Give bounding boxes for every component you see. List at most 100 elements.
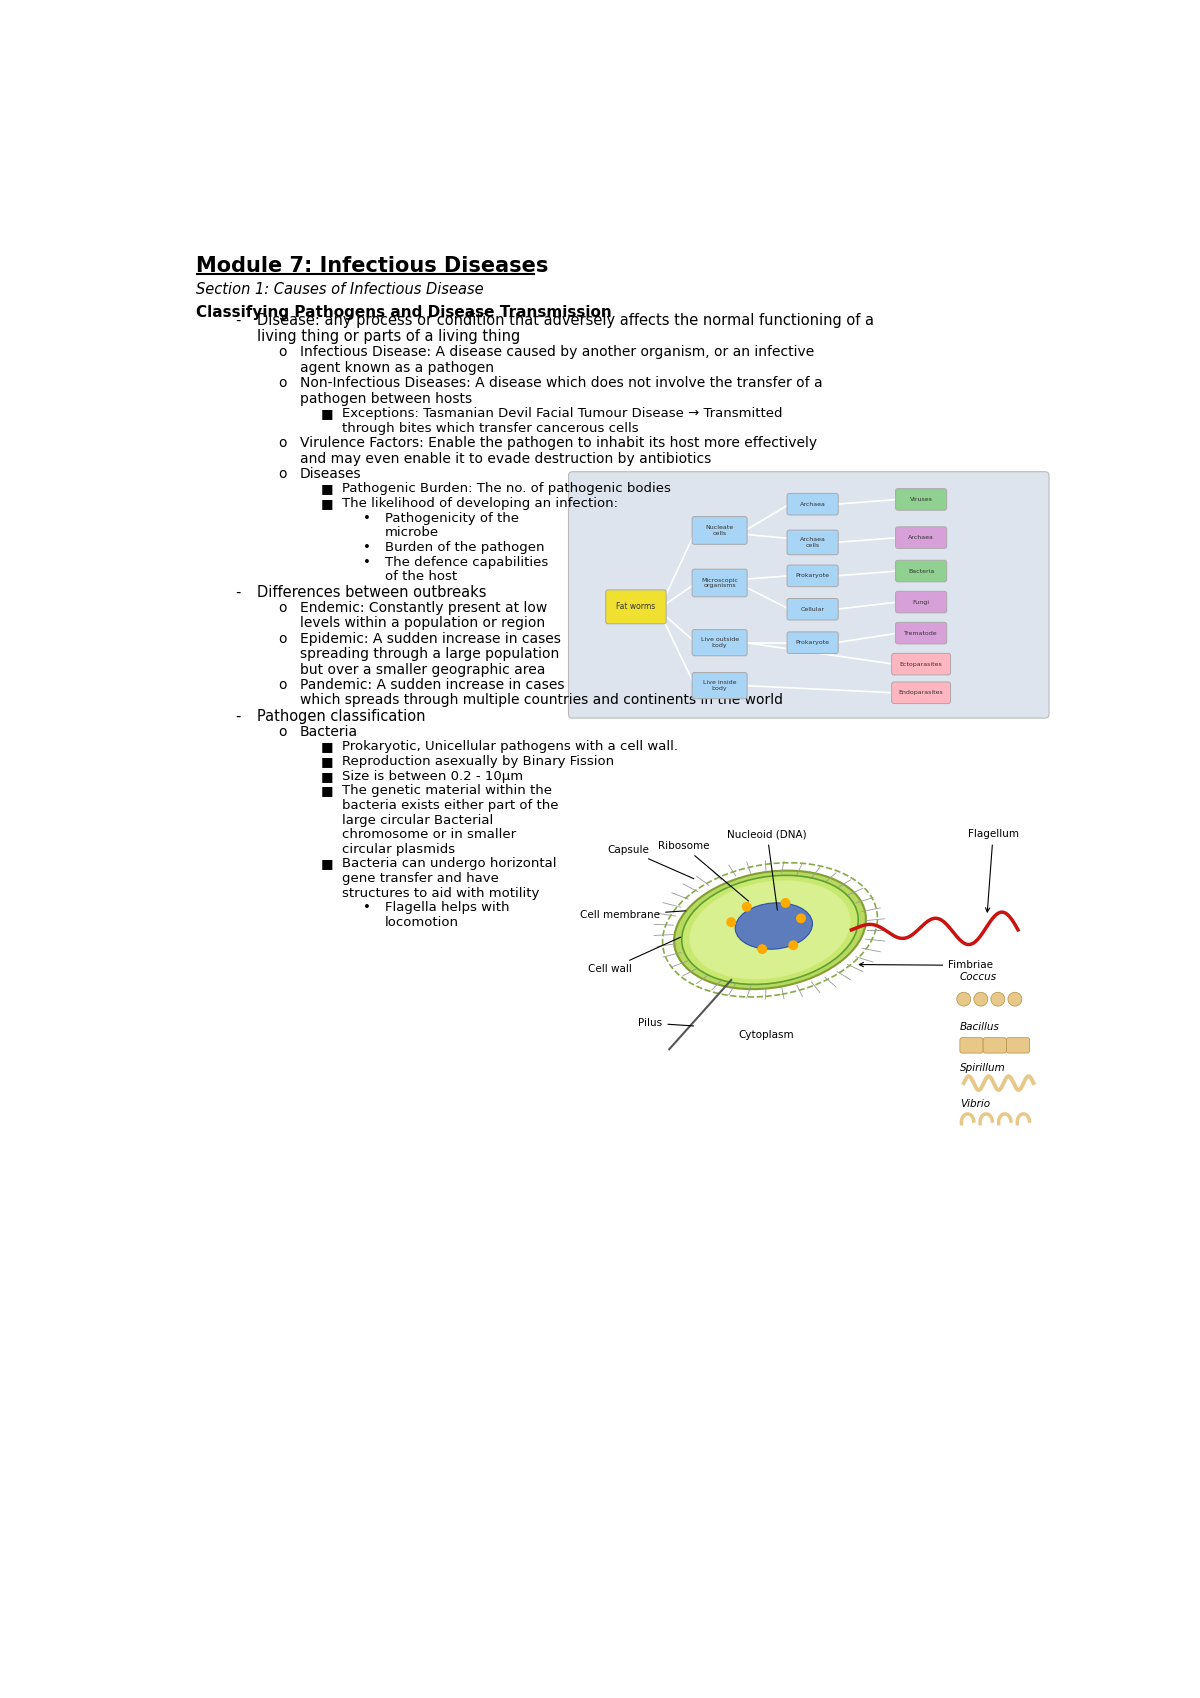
Text: Non-Infectious Diseases: A disease which does not involve the transfer of a: Non-Infectious Diseases: A disease which…: [300, 377, 822, 391]
Text: Fungi: Fungi: [913, 599, 930, 604]
Text: pathogen between hosts: pathogen between hosts: [300, 392, 472, 406]
Text: gene transfer and have: gene transfer and have: [342, 873, 499, 885]
Ellipse shape: [674, 871, 866, 990]
Text: Burden of the pathogen: Burden of the pathogen: [385, 542, 545, 554]
Text: Vibrio: Vibrio: [960, 1099, 990, 1109]
FancyBboxPatch shape: [895, 623, 947, 644]
Ellipse shape: [736, 903, 812, 949]
FancyBboxPatch shape: [606, 589, 666, 623]
FancyBboxPatch shape: [1007, 1037, 1030, 1053]
Text: o: o: [278, 632, 287, 645]
Text: ■: ■: [320, 408, 334, 419]
Circle shape: [974, 992, 988, 1007]
FancyBboxPatch shape: [960, 1037, 983, 1053]
Circle shape: [991, 992, 1004, 1007]
Ellipse shape: [682, 876, 858, 985]
Text: o: o: [278, 345, 287, 360]
Text: Prokaryotic, Unicellular pathogens with a cell wall.: Prokaryotic, Unicellular pathogens with …: [342, 740, 678, 754]
Text: Bacteria can undergo horizontal: Bacteria can undergo horizontal: [342, 857, 557, 871]
Text: •: •: [364, 902, 371, 915]
Text: microbe: microbe: [385, 526, 439, 540]
Text: structures to aid with motility: structures to aid with motility: [342, 886, 540, 900]
Text: Bacillus: Bacillus: [960, 1022, 1000, 1032]
Text: which spreads through multiple countries and continents in the world: which spreads through multiple countries…: [300, 693, 782, 708]
FancyBboxPatch shape: [787, 494, 839, 514]
Text: bacteria exists either part of the: bacteria exists either part of the: [342, 800, 559, 812]
Text: Section 1: Causes of Infectious Disease: Section 1: Causes of Infectious Disease: [197, 282, 484, 297]
Text: locomotion: locomotion: [385, 915, 458, 929]
Text: Endemic: Constantly present at low: Endemic: Constantly present at low: [300, 601, 547, 615]
Text: Archaea
cells: Archaea cells: [799, 537, 826, 548]
Text: Ribosome: Ribosome: [658, 841, 749, 902]
Text: Cell wall: Cell wall: [588, 937, 680, 975]
Ellipse shape: [690, 881, 851, 980]
Text: Bacteria: Bacteria: [300, 725, 358, 739]
Circle shape: [781, 898, 790, 907]
Circle shape: [727, 919, 736, 927]
Text: Cytoplasm: Cytoplasm: [738, 1029, 794, 1039]
Text: Viruses: Viruses: [910, 498, 932, 503]
Text: Prokaryote: Prokaryote: [796, 640, 829, 645]
FancyBboxPatch shape: [569, 472, 1049, 718]
Text: •: •: [364, 511, 371, 525]
Text: Bacteria: Bacteria: [908, 569, 935, 574]
Text: Archaea: Archaea: [799, 501, 826, 506]
FancyBboxPatch shape: [892, 654, 950, 674]
Text: ■: ■: [320, 769, 334, 783]
Text: o: o: [278, 377, 287, 391]
Text: o: o: [278, 725, 287, 739]
Circle shape: [758, 944, 767, 953]
Text: Size is between 0.2 - 10μm: Size is between 0.2 - 10μm: [342, 769, 523, 783]
Text: o: o: [278, 678, 287, 693]
Text: large circular Bacterial: large circular Bacterial: [342, 813, 493, 827]
Text: spreading through a large population: spreading through a large population: [300, 647, 559, 661]
Text: o: o: [278, 601, 287, 615]
Text: Pathogenicity of the: Pathogenicity of the: [385, 511, 518, 525]
Text: -: -: [235, 584, 241, 599]
Text: Pandemic: A sudden increase in cases: Pandemic: A sudden increase in cases: [300, 678, 564, 693]
Text: Classifying Pathogens and Disease Transmission: Classifying Pathogens and Disease Transm…: [197, 306, 612, 321]
Text: Pilus: Pilus: [638, 1019, 694, 1027]
Text: circular plasmids: circular plasmids: [342, 842, 455, 856]
FancyBboxPatch shape: [692, 672, 748, 698]
FancyBboxPatch shape: [892, 683, 950, 703]
Text: ■: ■: [320, 498, 334, 509]
Text: ■: ■: [320, 756, 334, 767]
Text: Ectoparasites: Ectoparasites: [900, 662, 942, 667]
Text: Disease: any process or condition that adversely affects the normal functioning : Disease: any process or condition that a…: [257, 312, 874, 328]
Circle shape: [1008, 992, 1022, 1007]
Text: Cellular: Cellular: [800, 606, 824, 611]
Text: Flagella helps with: Flagella helps with: [385, 902, 509, 915]
Text: Virulence Factors: Enable the pathogen to inhabit its host more effectively: Virulence Factors: Enable the pathogen t…: [300, 436, 817, 450]
Text: Capsule: Capsule: [607, 846, 694, 878]
FancyBboxPatch shape: [787, 632, 839, 654]
Text: levels within a population or region: levels within a population or region: [300, 616, 545, 630]
Text: Cell membrane: Cell membrane: [580, 910, 686, 920]
Text: but over a smaller geographic area: but over a smaller geographic area: [300, 662, 545, 678]
Text: Fat worms: Fat worms: [617, 603, 655, 611]
FancyBboxPatch shape: [895, 560, 947, 582]
Text: -: -: [235, 708, 241, 723]
Text: Live outside
body: Live outside body: [701, 637, 739, 649]
Text: The defence capabilities: The defence capabilities: [385, 555, 548, 569]
Text: Diseases: Diseases: [300, 467, 361, 481]
Text: ■: ■: [320, 784, 334, 798]
FancyBboxPatch shape: [895, 591, 947, 613]
FancyBboxPatch shape: [895, 526, 947, 548]
Text: Archaea: Archaea: [908, 535, 934, 540]
Circle shape: [797, 914, 805, 922]
Text: Prokaryote: Prokaryote: [796, 574, 829, 579]
Text: through bites which transfer cancerous cells: through bites which transfer cancerous c…: [342, 421, 638, 435]
Text: Epidemic: A sudden increase in cases: Epidemic: A sudden increase in cases: [300, 632, 560, 645]
FancyBboxPatch shape: [787, 565, 839, 586]
Text: agent known as a pathogen: agent known as a pathogen: [300, 362, 493, 375]
Text: Differences between outbreaks: Differences between outbreaks: [257, 584, 486, 599]
Text: o: o: [278, 467, 287, 481]
Text: Fimbriae: Fimbriae: [859, 961, 994, 970]
Text: Coccus: Coccus: [960, 971, 997, 981]
Text: •: •: [364, 555, 371, 569]
Text: Exceptions: Tasmanian Devil Facial Tumour Disease → Transmitted: Exceptions: Tasmanian Devil Facial Tumou…: [342, 408, 782, 419]
Text: ■: ■: [320, 857, 334, 871]
Text: Trematode: Trematode: [905, 630, 938, 635]
FancyBboxPatch shape: [787, 598, 839, 620]
